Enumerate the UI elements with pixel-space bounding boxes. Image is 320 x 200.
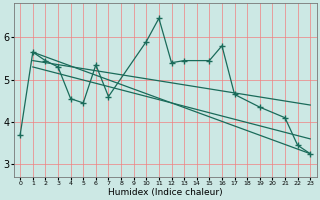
X-axis label: Humidex (Indice chaleur): Humidex (Indice chaleur) [108,188,222,197]
